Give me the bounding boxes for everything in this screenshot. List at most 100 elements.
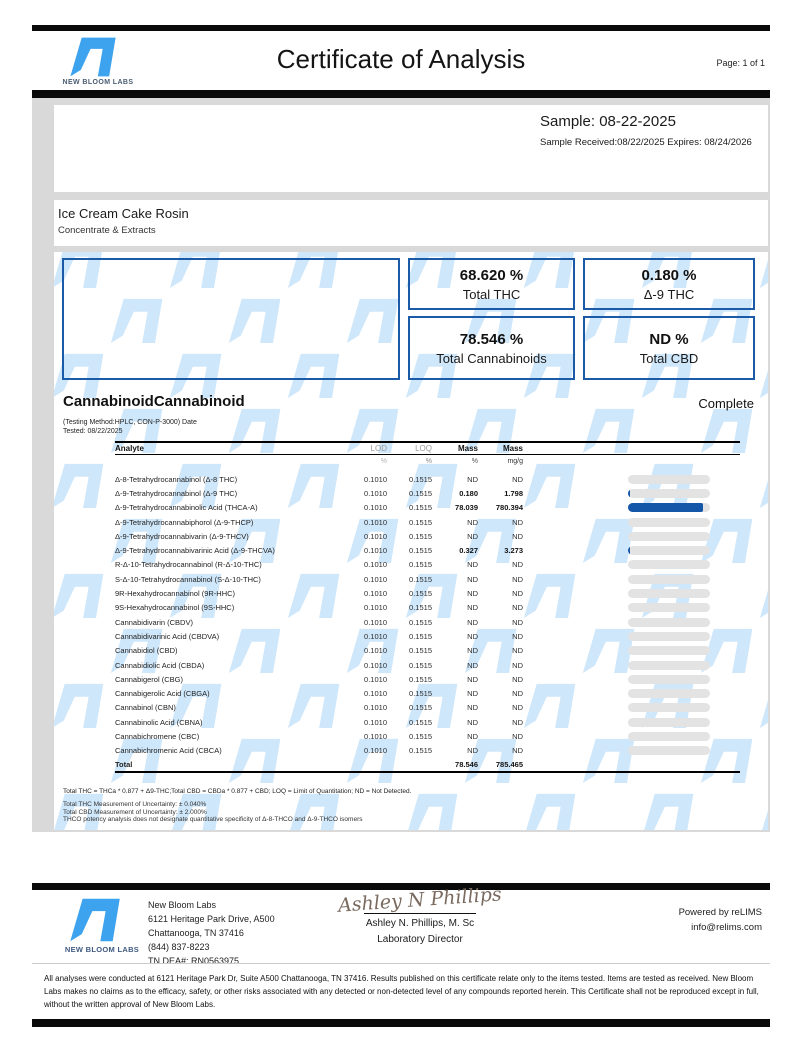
bar-track xyxy=(628,546,710,556)
row-mass-mgg: ND xyxy=(512,646,523,656)
total-cbd-value: ND % xyxy=(649,330,689,348)
row-mass-mgg: ND xyxy=(512,717,523,727)
row-loq: 0.1515 xyxy=(409,746,432,756)
product-card: Ice Cream Cake Rosin Concentrate & Extra… xyxy=(54,200,768,246)
delta9-thc-label: Δ-9 THC xyxy=(643,286,695,302)
row-mass-pct: ND xyxy=(467,603,478,613)
row-lod: 0.1010 xyxy=(364,503,387,513)
bar-track xyxy=(628,746,710,756)
row-mass-mgg: ND xyxy=(512,689,523,699)
footer-divider-bar xyxy=(32,883,770,890)
row-analyte: Δ-9-Tetrahydrocannabiphorol (Δ-9-THCP) xyxy=(115,517,254,527)
total-mass-pct: 78.546 xyxy=(455,759,478,769)
row-analyte: Cannabichromene (CBC) xyxy=(115,731,200,741)
row-mass-mgg: ND xyxy=(512,589,523,599)
uncertainty-notes: Total THC Measurement of Uncertainty: ± … xyxy=(63,801,363,824)
row-loq: 0.1515 xyxy=(409,731,432,741)
unit-mass-pct: % xyxy=(471,458,478,465)
row-analyte: Cannabidivarin (CBDV) xyxy=(115,617,193,627)
row-analyte: Cannabichromenic Acid (CBCA) xyxy=(115,746,222,756)
total-label: Total xyxy=(115,759,133,769)
row-mass-mgg: ND xyxy=(512,574,523,584)
bar-track xyxy=(628,531,710,541)
testing-method-line2: Tested: 08/22/2025 xyxy=(63,428,123,435)
footer-brand-label: NEW BLOOM LABS xyxy=(64,945,140,954)
row-lod: 0.1010 xyxy=(364,646,387,656)
table-row: Δ-9-Tetrahydrocannabivarinic Acid (Δ-9-T… xyxy=(115,543,740,557)
row-analyte: R-Δ-10-Tetrahydrocannabinol (R-Δ-10-THC) xyxy=(115,560,262,570)
row-loq: 0.1515 xyxy=(409,660,432,670)
row-loq: 0.1515 xyxy=(409,503,432,513)
row-loq: 0.1515 xyxy=(409,689,432,699)
row-analyte: Cannabidiolic Acid (CBDA) xyxy=(115,660,205,670)
table-row: 9S-Hexahydrocannabinol (9S-HHC) 0.1010 0… xyxy=(115,601,740,615)
row-analyte: 9S-Hexahydrocannabinol (9S-HHC) xyxy=(115,603,235,613)
bar-track xyxy=(628,560,710,570)
row-analyte: Cannabigerol (CBG) xyxy=(115,674,183,684)
row-mass-pct: ND xyxy=(467,617,478,627)
row-mass-mgg: ND xyxy=(512,660,523,670)
row-mass-pct: ND xyxy=(467,631,478,641)
table-row: Cannabidiolic Acid (CBDA) 0.1010 0.1515 … xyxy=(115,658,740,672)
note-thc-uncertainty: Total THC Measurement of Uncertainty: ± … xyxy=(63,801,207,808)
note-cbd-uncertainty: Total CBD Measurement of Uncertainty: ± … xyxy=(63,808,207,816)
row-bar-cell xyxy=(523,517,740,527)
calculation-footnote: Total THC = THCa * 0.877 + Δ9-THC;Total … xyxy=(63,788,412,795)
cannabinoid-table: Analyte LOD LOQ Mass Mass % % % mg/g Δ-8… xyxy=(115,441,740,773)
footer-new-bloom-labs-logo-icon xyxy=(70,898,120,942)
unit-mass-mgg: mg/g xyxy=(507,458,523,465)
row-analyte: Δ-9-Tetrahydrocannabivarinic Acid (Δ-9-T… xyxy=(115,546,275,556)
row-lod: 0.1010 xyxy=(364,589,387,599)
table-header-row: Analyte LOD LOQ Mass Mass xyxy=(115,441,740,455)
header-divider-bar xyxy=(32,90,770,98)
table-row: Δ-8-Tetrahydrocannabinol (Δ-8 THC) 0.101… xyxy=(115,472,740,486)
row-loq: 0.1515 xyxy=(409,517,432,527)
product-category: Concentrate & Extracts xyxy=(58,225,156,236)
row-mass-pct: ND xyxy=(467,531,478,541)
row-lod: 0.1010 xyxy=(364,603,387,613)
row-bar-cell xyxy=(523,631,740,641)
row-lod: 0.1010 xyxy=(364,546,387,556)
total-cannabinoids-box: 78.546 % Total Cannabinoids xyxy=(408,316,575,380)
bar-fill xyxy=(628,546,630,556)
row-loq: 0.1515 xyxy=(409,674,432,684)
sample-received-expires: Sample Received:08/22/2025 Expires: 08/2… xyxy=(540,137,752,148)
table-row: Cannabidivarin (CBDV) 0.1010 0.1515 ND N… xyxy=(115,615,740,629)
new-bloom-labs-logo-icon xyxy=(70,37,116,77)
row-mass-pct: ND xyxy=(467,717,478,727)
sample-info-card: Sample: 08-22-2025 Sample Received:08/22… xyxy=(54,105,768,192)
signer-name: Ashley N. Phillips, M. Sc xyxy=(365,918,475,929)
table-row: S-Δ-10-Tetrahydrocannabinol (S-Δ-10-THC)… xyxy=(115,572,740,586)
section-status: Complete xyxy=(698,396,754,411)
row-bar-cell xyxy=(523,603,740,613)
row-loq: 0.1515 xyxy=(409,531,432,541)
bar-fill xyxy=(628,503,704,513)
table-row: Cannabidivarinic Acid (CBDVA) 0.1010 0.1… xyxy=(115,629,740,643)
row-bar-cell xyxy=(523,589,740,599)
bar-track xyxy=(628,574,710,584)
header-brand-label: NEW BLOOM LABS xyxy=(62,79,134,86)
row-mass-pct: ND xyxy=(467,646,478,656)
row-bar-cell xyxy=(523,646,740,656)
row-lod: 0.1010 xyxy=(364,517,387,527)
row-lod: 0.1010 xyxy=(364,660,387,670)
row-mass-pct: ND xyxy=(467,660,478,670)
page-title: Certificate of Analysis xyxy=(276,44,526,74)
lab-address-block: New Bloom Labs 6121 Heritage Park Drive,… xyxy=(148,899,275,969)
table-row: Δ-9-Tetrahydrocannabiphorol (Δ-9-THCP) 0… xyxy=(115,515,740,529)
col-analyte: Analyte xyxy=(115,444,144,453)
row-mass-pct: ND xyxy=(467,746,478,756)
table-row: Cannabichromene (CBC) 0.1010 0.1515 ND N… xyxy=(115,729,740,743)
row-mass-pct: ND xyxy=(467,589,478,599)
bottom-bar xyxy=(32,1019,770,1027)
table-row: Cannabichromenic Acid (CBCA) 0.1010 0.15… xyxy=(115,744,740,758)
row-lod: 0.1010 xyxy=(364,746,387,756)
testing-method: (Testing Method:HPLC, CON-P-3000) Date T… xyxy=(63,418,197,436)
row-loq: 0.1515 xyxy=(409,574,432,584)
testing-method-line1: (Testing Method:HPLC, CON-P-3000) Date xyxy=(63,419,197,426)
row-bar-cell xyxy=(523,531,740,541)
bar-track xyxy=(628,674,710,684)
row-loq: 0.1515 xyxy=(409,474,432,484)
row-lod: 0.1010 xyxy=(364,474,387,484)
row-mass-mgg: ND xyxy=(512,746,523,756)
